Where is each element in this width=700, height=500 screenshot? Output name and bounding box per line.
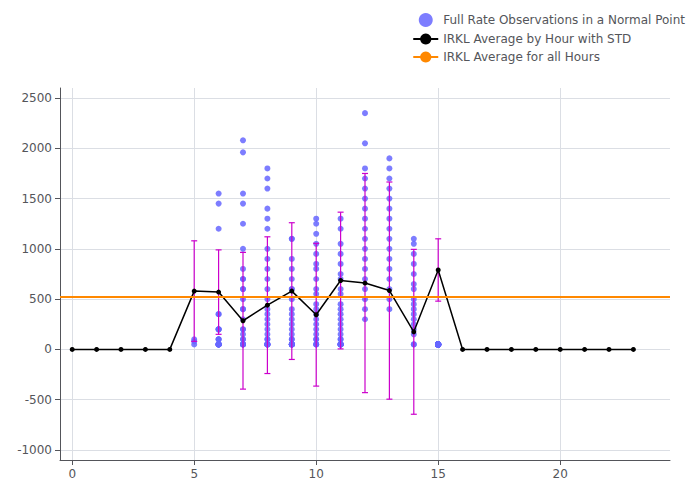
svg-text:0: 0 [68, 467, 76, 481]
svg-text:0: 0 [44, 342, 52, 356]
svg-text:Full Rate Observations in a No: Full Rate Observations in a Normal Point [443, 13, 685, 27]
svg-text:2500: 2500 [21, 91, 52, 105]
svg-text:IRKL Average for all Hours: IRKL Average for all Hours [443, 50, 600, 64]
svg-text:10: 10 [309, 467, 324, 481]
svg-text:5: 5 [190, 467, 198, 481]
svg-text:20: 20 [553, 467, 568, 481]
svg-text:500: 500 [29, 292, 52, 306]
svg-text:2000: 2000 [21, 141, 52, 155]
svg-text:15: 15 [431, 467, 446, 481]
svg-text:1000: 1000 [21, 242, 52, 256]
svg-text:1500: 1500 [21, 192, 52, 206]
svg-text:IRKL Average by Hour with STD: IRKL Average by Hour with STD [443, 32, 631, 46]
svg-text:-1000: -1000 [17, 443, 52, 457]
svg-text:-500: -500 [25, 393, 52, 407]
